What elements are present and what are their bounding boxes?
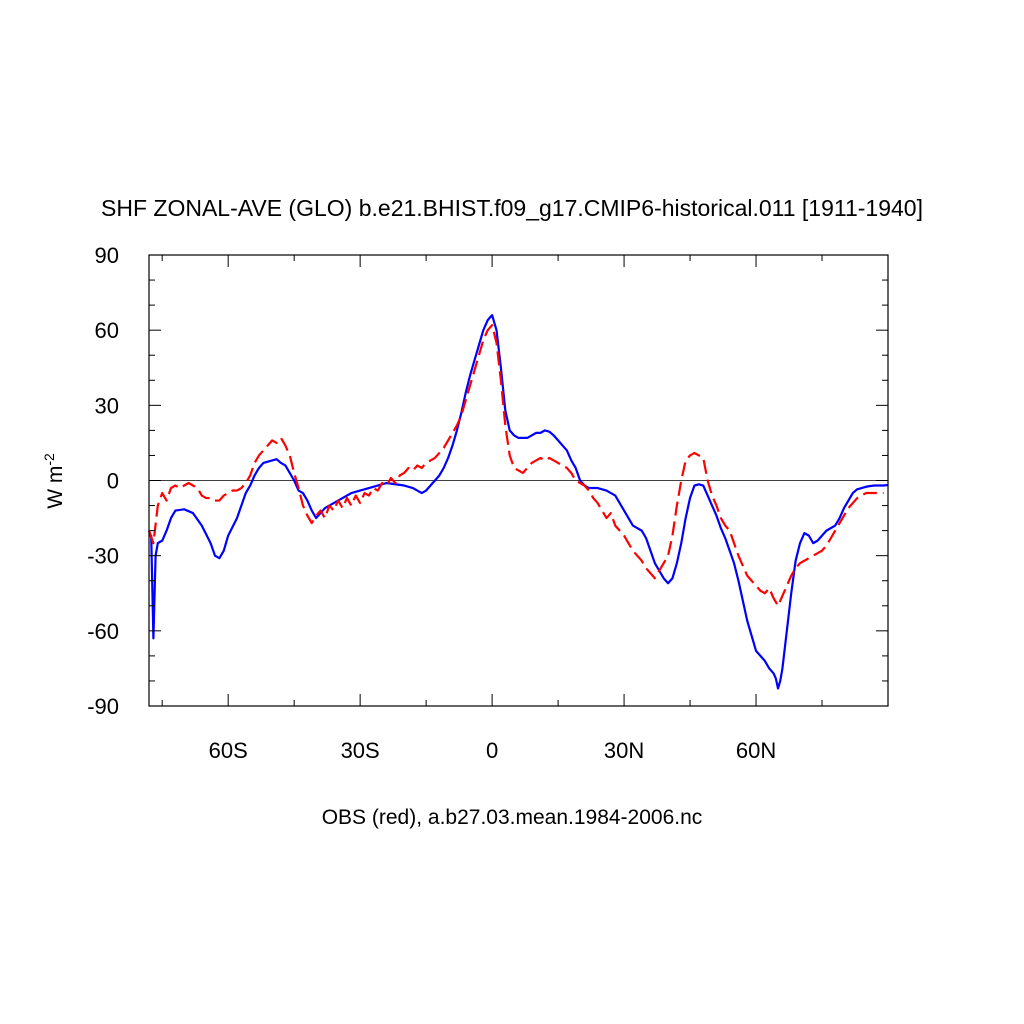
svg-text:W m-2: W m-2 (41, 453, 67, 509)
y-tick-label: -90 (87, 694, 119, 719)
plot-frame (148, 254, 889, 707)
x-tick-label: 60S (209, 738, 248, 763)
x-tick-label: 0 (486, 738, 498, 763)
x-tick-labels: 60S 30S 0 30N 60N (209, 738, 777, 763)
chart-title: SHF ZONAL-AVE (GLO) b.e21.BHIST.f09_g17.… (101, 195, 923, 221)
y-tick-label: -30 (87, 544, 119, 569)
y-axis-label: W m-2 (41, 453, 67, 509)
y-axis-label-exponent: -2 (41, 453, 57, 466)
y-tick-label: 30 (95, 393, 119, 418)
series-line-model (149, 314, 889, 690)
x-tick-label: 60N (736, 738, 776, 763)
x-tick-label: 30S (341, 738, 380, 763)
y-tick-label: 90 (95, 243, 119, 268)
y-tick-labels: 90 60 30 0 -30 -60 -90 (87, 243, 119, 719)
tick-layer (149, 254, 889, 707)
y-axis-label-text: W m (44, 466, 67, 509)
y-tick-label: 0 (107, 469, 119, 494)
x-tick-label: 30N (604, 738, 644, 763)
y-tick-label: 60 (95, 318, 119, 343)
series-line-obs (147, 324, 884, 607)
y-tick-label: -60 (87, 619, 119, 644)
series-layer (147, 314, 889, 690)
chart-caption: OBS (red), a.b27.03.mean.1984-2006.nc (322, 806, 703, 829)
